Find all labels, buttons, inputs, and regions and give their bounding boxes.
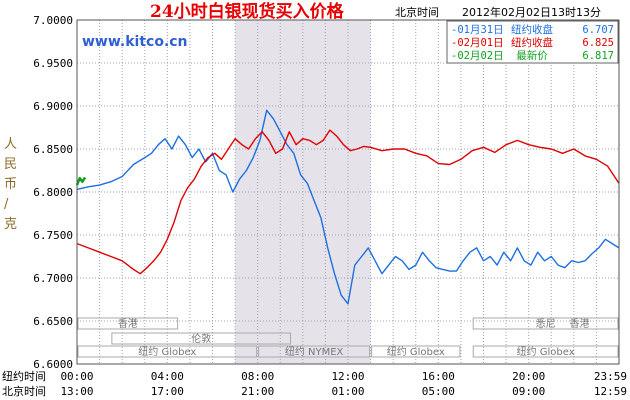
series-line	[76, 129, 620, 275]
x-row-label: 北京时间	[2, 384, 46, 398]
y-axis-label: 人民币/克	[4, 137, 17, 232]
grid-lines	[76, 19, 620, 365]
session-bar	[472, 345, 619, 358]
session-bar	[77, 317, 179, 330]
legend-date: -02月01日	[451, 37, 504, 49]
session-label: 伦敦	[191, 332, 211, 345]
y-axis-label-text: 人民币/克	[4, 137, 17, 232]
legend-desc: 纽约收盘	[511, 36, 553, 49]
session-label: 悉尼	[536, 318, 556, 330]
y-tick-label: 6.6500	[33, 315, 73, 328]
x-tick-label: 21:00	[241, 385, 274, 398]
y-tick-label: 6.6000	[33, 358, 73, 371]
x-tick-label: 00:00	[60, 370, 93, 383]
watermark-url: www.kitco.cn	[82, 34, 188, 50]
session-bar	[258, 345, 371, 358]
legend-desc: 纽约收盘	[511, 23, 553, 36]
x-tick-label: 16:00	[422, 370, 455, 383]
x-tick-label: 23:59	[594, 370, 627, 383]
x-axis-ticks: 纽约时间 00:00 04:00 08:00 12:00 16:00 20:00 23:59 北…	[2, 369, 627, 398]
x-tick-label: 05:00	[422, 385, 455, 398]
x-tick-label: 13:00	[60, 385, 93, 398]
x-tick-label: 08:00	[241, 370, 274, 383]
session-label: 纽约 Globex	[517, 345, 575, 358]
session-label: 香港	[118, 318, 138, 330]
legend-desc: 最新价	[516, 49, 548, 62]
session-bar	[111, 332, 292, 345]
timestamp: 2012年02月02日13时13分	[462, 5, 601, 19]
y-tick-label: 6.7500	[33, 229, 73, 242]
x-tick-label: 04:00	[151, 370, 184, 383]
session-label: 纽约 Globex	[387, 345, 445, 358]
y-tick-label: 6.8000	[33, 186, 73, 199]
x-tick-label: 12:00	[331, 370, 364, 383]
legend: -01月31日 纽约收盘 6.707 -02月01日 纽约收盘 6.825 -02月02日最…	[446, 20, 619, 64]
series-lines	[75, 109, 620, 305]
legend-value: 6.817	[582, 50, 614, 62]
legend-date: -01月31日	[451, 24, 504, 36]
y-tick-label: 6.9000	[33, 100, 73, 113]
session-bar	[371, 345, 461, 358]
x-tick-label: 20:00	[512, 370, 545, 383]
y-tick-label: 6.9500	[33, 57, 73, 70]
x-tick-label: 09:00	[512, 385, 545, 398]
y-tick-label: 6.8500	[33, 143, 73, 156]
y-axis-ticks: 6.6000 6.6500 6.7000 6.7500 6.8000 6.8500 6.90…	[33, 14, 73, 371]
plot-frame	[76, 19, 620, 365]
series-line	[76, 109, 620, 305]
x-tick-label: 17:00	[151, 385, 184, 398]
y-tick-label: 7.0000	[33, 14, 73, 27]
x-row-label: 纽约时间	[2, 369, 46, 383]
session-label: 纽约 NYMEX	[285, 345, 344, 358]
time-zone-label: 北京时间	[395, 5, 439, 19]
legend-value: 6.707	[582, 24, 614, 36]
session-bar	[540, 317, 619, 330]
legend-box	[446, 20, 619, 64]
session-label: 香港	[569, 318, 589, 330]
legend-value: 6.825	[582, 37, 614, 49]
session-label: 纽约 Globex	[138, 345, 196, 358]
x-tick-label: 12:59	[594, 385, 627, 398]
session-bar	[77, 345, 258, 358]
y-tick-label: 6.7000	[33, 272, 73, 285]
legend-date: -02月02日	[451, 50, 504, 62]
chart-title: 24小时白银现货买入价格	[150, 1, 345, 22]
series-line	[75, 176, 87, 186]
x-tick-label: 01:00	[331, 385, 364, 398]
